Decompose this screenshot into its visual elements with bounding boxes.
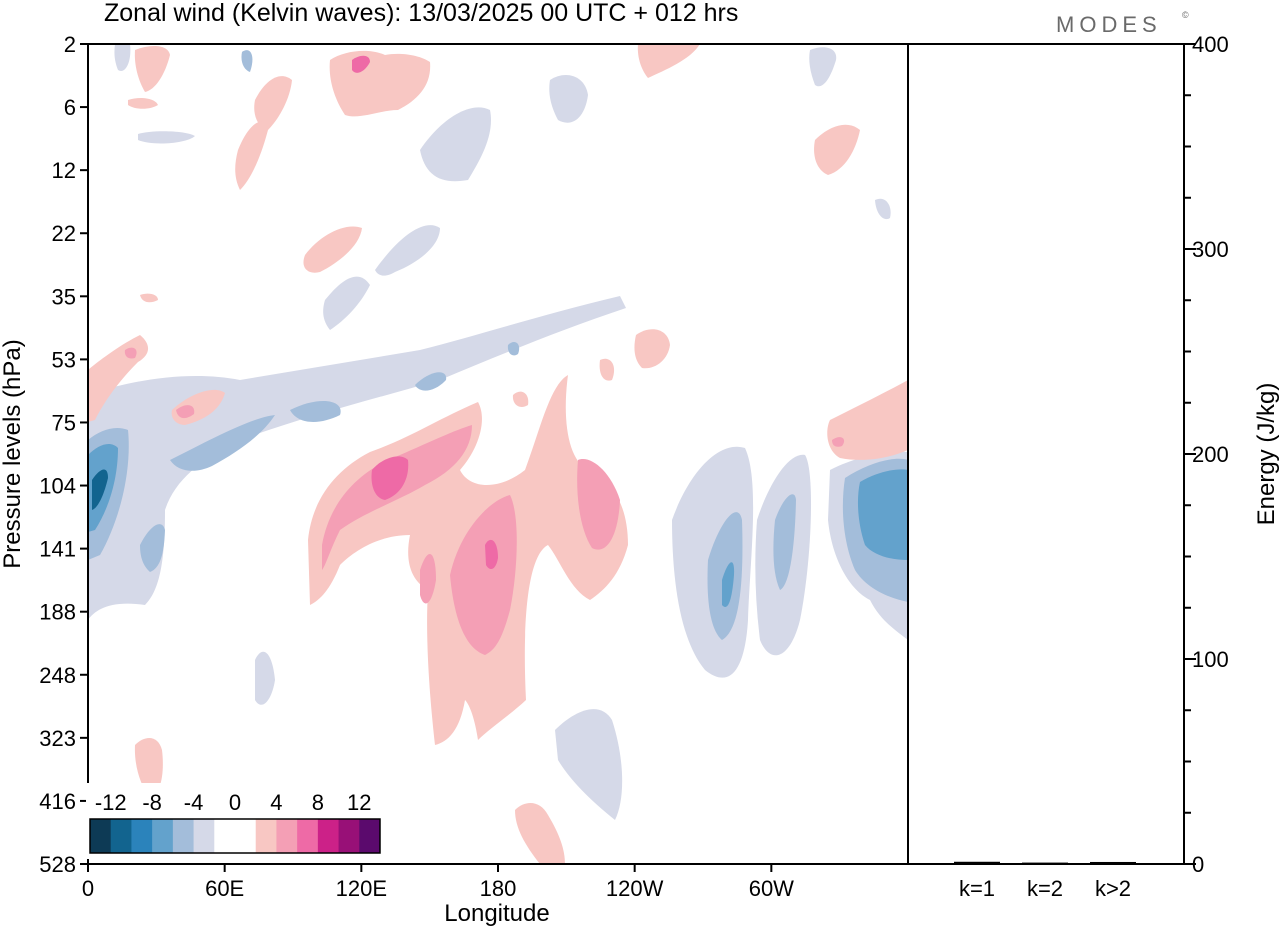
x-tick-label: 180 <box>480 876 517 901</box>
chart-title: Zonal wind (Kelvin waves): 13/03/2025 00… <box>104 0 738 27</box>
energy-bars: k=1 k=2 k>2 <box>954 861 1136 901</box>
y-tick-label: 104 <box>39 474 76 499</box>
colorbar-label: 4 <box>270 790 282 815</box>
colorbar-label: 12 <box>347 790 371 815</box>
y-tick-label: 12 <box>52 158 76 183</box>
brand-mark: © <box>1182 10 1189 20</box>
colorbar-swatch <box>131 819 153 853</box>
colorbar-label: 0 <box>229 790 241 815</box>
colorbar-swatch <box>276 819 298 853</box>
energy-tick-label: 400 <box>1192 32 1229 57</box>
energy-category-label: k>2 <box>1095 876 1131 901</box>
y-tick-label: 22 <box>52 221 76 246</box>
colorbar-label: -12 <box>95 790 127 815</box>
contour-field <box>88 44 908 864</box>
energy-tick-label: 200 <box>1192 442 1229 467</box>
energy-bar <box>1022 862 1068 865</box>
x-axis-label: Longitude <box>444 900 549 927</box>
y-tick-label: 53 <box>52 347 76 372</box>
x-tick-label: 0 <box>82 876 94 901</box>
energy-tick-label: 300 <box>1192 237 1229 262</box>
y-tick-label: 528 <box>39 852 76 877</box>
colorbar-swatch <box>214 819 236 853</box>
colorbar-swatch <box>235 819 257 853</box>
energy-tick-label: 0 <box>1192 852 1204 877</box>
x-tick-label: 60E <box>205 876 244 901</box>
colorbar-swatch <box>359 819 381 853</box>
brand-name: MODES <box>1056 12 1162 37</box>
colorbar-label: 8 <box>312 790 324 815</box>
colorbar-label: -4 <box>184 790 204 815</box>
colorbar-swatch <box>255 819 277 853</box>
x-tick-label: 120W <box>606 876 664 901</box>
y-tick-label: 416 <box>39 789 76 814</box>
pressure-axis: 2 6 12 22 35 53 75 104 141 188 248 323 416 528 <box>39 32 88 877</box>
colorbar-swatch <box>193 819 215 853</box>
y-tick-label: 141 <box>39 537 76 562</box>
y-tick-label: 248 <box>39 663 76 688</box>
y-tick-label: 35 <box>52 284 76 309</box>
colorbar-swatch <box>297 819 319 853</box>
y-tick-label: 6 <box>64 95 76 120</box>
colorbar-legend: -12 -8 -4 0 4 8 12 <box>86 783 384 859</box>
energy-bar <box>954 861 1000 864</box>
colorbar-swatch <box>172 819 195 853</box>
colorbar-frame <box>89 818 381 854</box>
y-tick-label: 75 <box>52 410 76 435</box>
energy-axis-label: Energy (J/kg) <box>1253 383 1280 526</box>
colorbar-swatch <box>338 819 360 853</box>
colorbar-swatch <box>152 819 174 853</box>
energy-tick-label: 100 <box>1192 647 1229 672</box>
y-tick-label: 2 <box>64 32 76 57</box>
energy-category-label: k=1 <box>959 876 995 901</box>
colorbar-swatch <box>90 819 112 853</box>
energy-bar <box>1090 861 1136 864</box>
brand-logo: MODES © <box>1056 10 1189 37</box>
colorbar-swatch <box>317 819 340 853</box>
energy-axis: 0 100 200 300 400 <box>1184 32 1229 877</box>
longitude-axis: 0 60E 120E 180 120W 60W <box>82 864 794 901</box>
y-tick-label: 323 <box>39 726 76 751</box>
energy-category-label: k=2 <box>1027 876 1063 901</box>
x-tick-label: 120E <box>336 876 387 901</box>
x-tick-label: 60W <box>749 876 794 901</box>
colorbar-swatch <box>110 819 132 853</box>
colorbar-label: -8 <box>142 790 162 815</box>
y-tick-label: 188 <box>39 600 76 625</box>
y-axis-label: Pressure levels (hPa) <box>0 339 26 568</box>
